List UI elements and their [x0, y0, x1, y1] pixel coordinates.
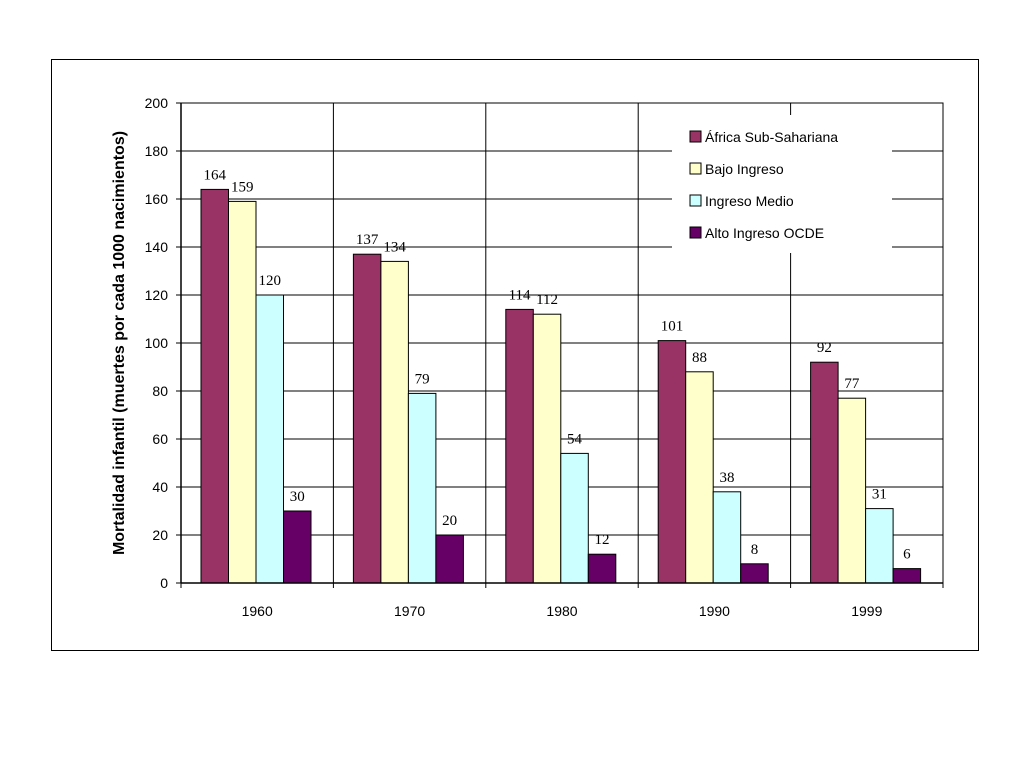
legend-label: Bajo Ingreso [705, 161, 784, 177]
y-tick-label: 100 [145, 335, 169, 351]
data-label: 79 [415, 371, 430, 387]
bar [255, 294, 284, 584]
data-label: 164 [204, 167, 227, 183]
legend-label: Alto Ingreso OCDE [705, 225, 824, 241]
bar [810, 361, 839, 584]
data-label: 54 [567, 431, 583, 447]
y-tick-label: 160 [145, 191, 169, 207]
data-label: 101 [661, 319, 684, 335]
bar [283, 510, 312, 584]
data-label: 137 [356, 232, 379, 248]
legend-label: Ingreso Medio [705, 193, 794, 209]
data-label: 114 [509, 287, 531, 303]
data-label: 20 [442, 513, 457, 529]
y-tick-label: 80 [152, 383, 168, 399]
legend-label: África Sub-Sahariana [705, 129, 838, 145]
data-label: 8 [751, 542, 759, 558]
data-label: 112 [536, 292, 558, 308]
bar [407, 392, 437, 584]
data-label: 12 [595, 532, 610, 548]
bar [657, 340, 687, 584]
bar [892, 568, 922, 584]
x-tick-label: 1960 [242, 603, 273, 619]
data-label: 6 [903, 547, 911, 563]
data-label: 88 [692, 350, 707, 366]
y-tick-label: 0 [160, 575, 168, 591]
data-label: 77 [844, 376, 860, 392]
y-tick-label: 40 [152, 479, 168, 495]
bar [228, 200, 257, 584]
y-tick-label: 140 [145, 239, 169, 255]
y-tick-label: 60 [152, 431, 168, 447]
legend: África Sub-Sahariana Bajo Ingreso Ingreso … [672, 115, 892, 253]
bar [560, 452, 589, 584]
data-label: 134 [383, 239, 406, 255]
bar [740, 563, 769, 584]
legend-swatch [689, 130, 702, 143]
y-tick-label: 180 [145, 143, 169, 159]
legend-swatch [689, 194, 702, 207]
bar [837, 397, 867, 584]
y-tick-label: 120 [145, 287, 169, 303]
x-tick-label: 1990 [699, 603, 730, 619]
bars [200, 188, 922, 584]
x-tick-label: 1970 [394, 603, 425, 619]
bar [352, 253, 382, 584]
y-tick-label: 200 [145, 95, 169, 111]
bar [865, 508, 894, 584]
bar [380, 260, 409, 584]
legend-box [672, 115, 892, 253]
y-tick-label: 20 [152, 527, 168, 543]
bar [712, 491, 742, 584]
data-label: 31 [872, 487, 887, 503]
x-tick-label: 1999 [851, 603, 882, 619]
bar [200, 188, 229, 584]
data-label: 92 [817, 340, 832, 356]
bar [435, 534, 464, 584]
legend-swatch [689, 162, 702, 175]
y-axis-title: Mortalidad infantil (muertes por cada 10… [111, 131, 128, 555]
data-label: 120 [259, 273, 282, 289]
axes [176, 102, 944, 588]
x-tick-label: 1980 [546, 603, 577, 619]
y-tick-labels: 0 20 40 60 80 100 120 140 160 180 200 [145, 95, 169, 591]
data-label: 38 [719, 470, 734, 486]
bar [587, 553, 617, 584]
data-labels: 164 137 114 101 92 159 134 112 88 77 120 79 54 38 31 30… [204, 167, 912, 562]
bar [532, 313, 562, 584]
bar [505, 308, 534, 584]
data-label: 30 [290, 489, 305, 505]
x-tick-labels: 1960 1970 1980 1990 1999 [242, 603, 883, 619]
legend-swatch [689, 226, 702, 239]
bar [685, 371, 714, 584]
data-label: 159 [231, 179, 254, 195]
